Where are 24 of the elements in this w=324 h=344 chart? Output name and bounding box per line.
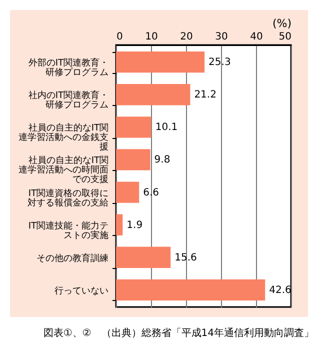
y-tick-label: IT関連技能・能力テストの実施 <box>28 220 108 241</box>
y-tick-label: IT関連資格の取得に対する報償金の支給 <box>28 188 108 208</box>
data-label: 42.6 <box>269 284 292 296</box>
data-label: 9.8 <box>154 154 170 166</box>
data-label: 10.1 <box>155 122 178 134</box>
x-axis-title: (%) <box>272 17 292 30</box>
data-label: 1.9 <box>126 220 143 231</box>
x-tick-label: 20 <box>180 32 193 42</box>
x-tick-label: 0 <box>116 32 123 42</box>
y-tick-label: 社員の自主的なIT関連学習活動への金銭支援 <box>18 122 108 153</box>
y-tick-label: 外部のIT関連教育・研修プログラム <box>28 58 108 78</box>
data-label: 21.2 <box>194 90 216 101</box>
data-label: 6.6 <box>143 187 160 198</box>
text: 図表①、② （出典）総務省「平成14年通信利用動向調査」 <box>42 326 314 340</box>
y-tick-label: 社内のIT関連教育・研修プログラム <box>28 90 108 111</box>
y-tick-label: その他の教育訓練 <box>36 252 108 264</box>
data-label: 15.6 <box>174 252 197 264</box>
x-tick-label: 40 <box>250 32 263 42</box>
data-label: 25.3 <box>208 57 231 68</box>
y-tick-label: 社員の自主的なIT関連学習活動への時間面での支援 <box>18 155 108 186</box>
x-tick-label: 30 <box>215 32 228 42</box>
x-tick-label: 50 <box>278 32 292 42</box>
x-tick-label: 10 <box>145 32 158 42</box>
y-tick-label: 行っていない <box>54 285 108 296</box>
